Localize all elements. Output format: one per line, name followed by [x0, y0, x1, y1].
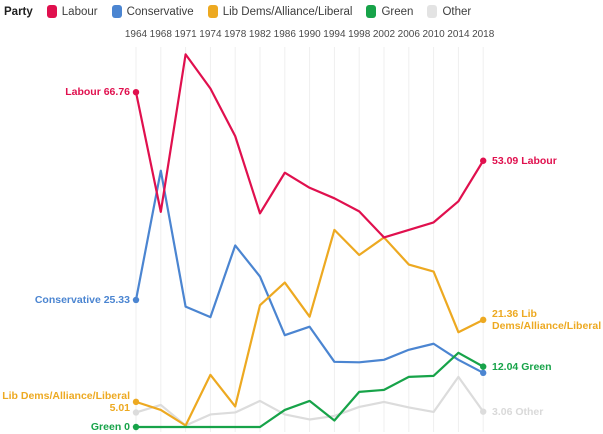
end-label-labour: 53.09 Labour: [492, 154, 557, 167]
x-tick-label: 1964: [124, 29, 148, 40]
legend-label: Labour: [61, 5, 98, 18]
x-tick-label: 2002: [372, 29, 396, 40]
point-dot: [480, 408, 487, 415]
x-tick-label: 2018: [472, 29, 495, 40]
legend-item-labour[interactable]: Labour: [46, 5, 98, 18]
legend-item-green[interactable]: Green: [366, 5, 413, 18]
legend-swatch: [427, 5, 438, 18]
point-dot: [132, 296, 140, 304]
x-tick-label: 2006: [397, 29, 420, 40]
legend-item-lib-dems-alliance-liberal[interactable]: Lib Dems/Alliance/Liberal: [207, 5, 353, 18]
point-dot: [132, 423, 140, 431]
legend-label: Other: [442, 5, 472, 18]
legend-swatch: [111, 5, 122, 18]
legend-title: Party: [4, 5, 33, 18]
end-label-other: 3.06 Other: [492, 405, 544, 418]
legend-label: Lib Dems/Alliance/Liberal: [222, 5, 353, 18]
legend-item-conservative[interactable]: Conservative: [111, 5, 194, 18]
start-label-conservative: Conservative 25.33: [34, 293, 130, 306]
point-dot: [132, 88, 140, 96]
legend-swatch: [366, 5, 377, 18]
legend-swatch: [207, 5, 218, 18]
x-tick-label: 1974: [199, 29, 222, 40]
start-label-lib-dems-alliance-liberal: Lib Dems/Alliance/Liberal 5.01: [2, 389, 130, 414]
legend-label: Green: [381, 5, 414, 18]
x-tick-label: 1990: [298, 29, 321, 40]
x-tick-label: 1982: [248, 29, 272, 40]
x-tick-label: 1994: [323, 29, 346, 40]
x-tick-label: 1971: [174, 29, 197, 40]
x-tick-label: 1998: [348, 29, 371, 40]
legend-item-other[interactable]: Other: [427, 5, 471, 18]
legend-label: Conservative: [126, 5, 194, 18]
point-dot: [480, 363, 487, 370]
point-dot: [132, 398, 140, 406]
start-label-green: Green 0: [90, 421, 130, 433]
point-dot: [480, 369, 487, 377]
point-dot: [480, 157, 487, 164]
line-conservative: [134, 169, 485, 374]
x-tick-label: 2010: [422, 29, 445, 40]
point-dot: [132, 409, 140, 416]
end-label-green: 12.04 Green: [492, 360, 552, 373]
point-dot: [480, 316, 487, 324]
line-lib-dems-alliance-liberal: [134, 228, 485, 427]
x-tick-label: 1968: [149, 29, 172, 40]
line-green: [134, 351, 485, 429]
x-tick-label: 1978: [224, 29, 247, 40]
end-label-lib-dems-alliance-liberal: 21.36 Lib Dems/Alliance/Liberal: [492, 307, 602, 332]
line-other: [134, 375, 485, 427]
legend: Party Labour Conservative Lib Dems/Allianc…: [4, 5, 471, 18]
start-label-labour: Labour 66.76: [65, 86, 130, 99]
line-labour: [134, 53, 485, 239]
x-tick-label: 1986: [273, 29, 296, 40]
legend-swatch: [46, 5, 57, 18]
x-tick-label: 2014: [447, 29, 470, 40]
x-axis: 1964 1968 1971 1974 1978 1982 1986 1990 1994 1998…: [0, 29, 603, 43]
